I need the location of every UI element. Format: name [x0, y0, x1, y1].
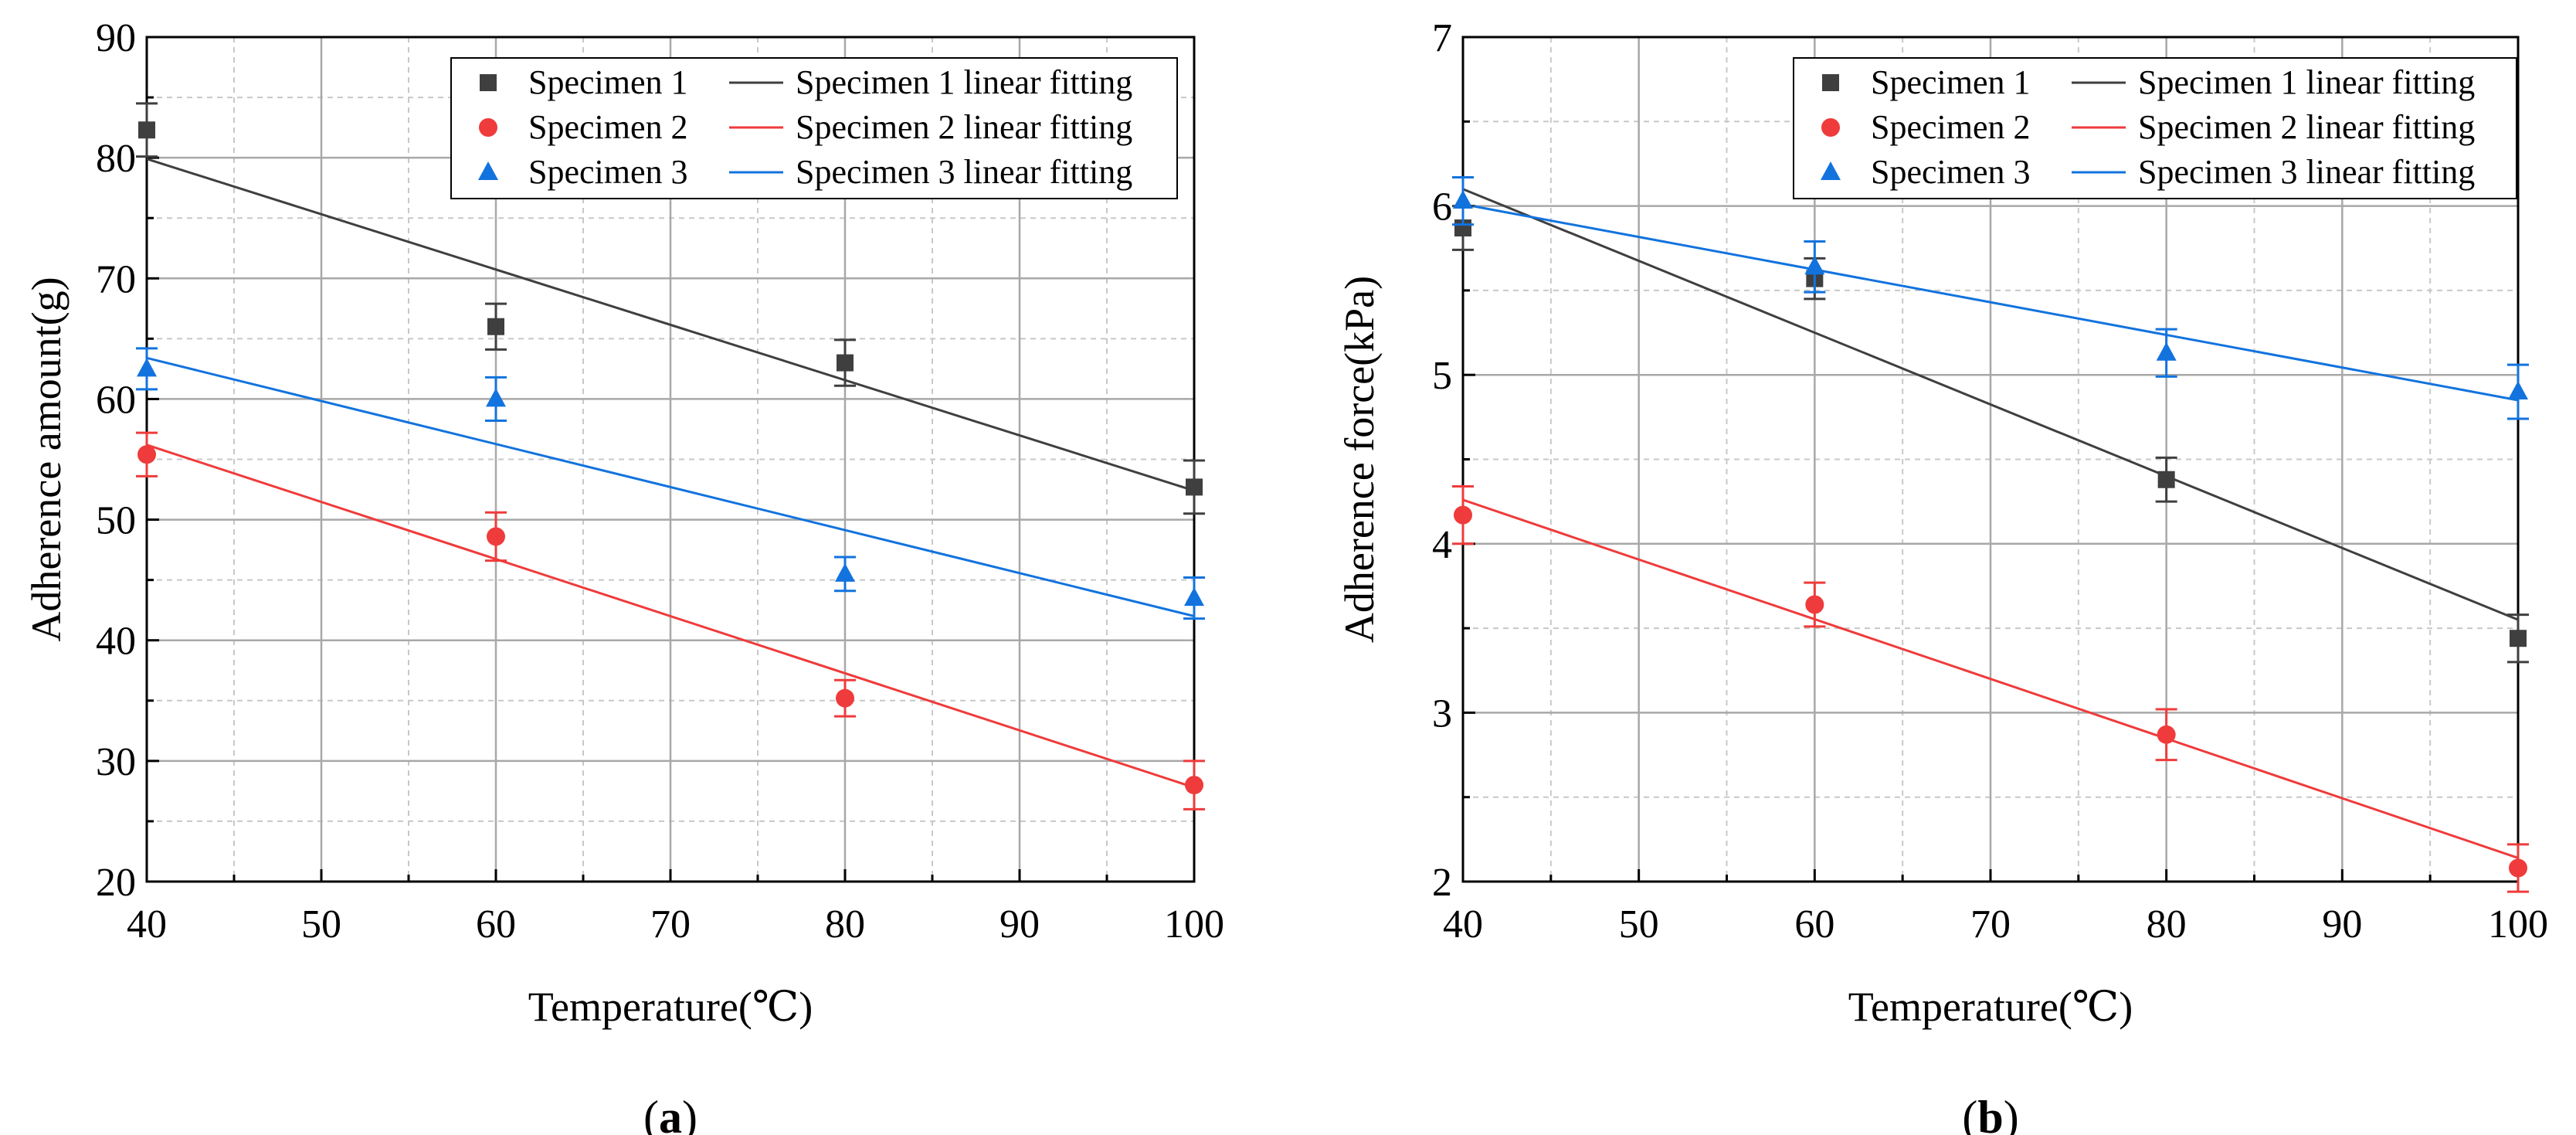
legend-label-specimen-1: Specimen 1 [528, 63, 688, 101]
data-point-specimen-3 [486, 388, 506, 407]
series-specimen-2 [136, 431, 1205, 810]
legend-marker-specimen-1 [1822, 74, 1839, 91]
data-point-specimen-3 [137, 358, 157, 377]
series-specimen-2 [1452, 484, 2529, 893]
y-tick-label: 5 [1432, 354, 1452, 398]
legend-label-specimen-3: Specimen 3 [528, 153, 688, 191]
chart-panel-b: 40 50 60 70 80 90 100 2 3 4 5 6 7 Temperature(℃) Adher… [1288, 0, 2576, 1135]
y-tick-label: 7 [1432, 16, 1452, 60]
x-tick-label: 70 [650, 902, 691, 946]
y-tick-label: 70 [96, 257, 136, 301]
panel-label-letter: a [659, 1092, 682, 1135]
y-axis-title: Adherence force(kPa) [1336, 276, 1383, 643]
x-axis-title: Temperature(℃) [1848, 984, 2133, 1030]
fit-line-specimen-1 [146, 158, 1195, 492]
legend-label-specimen-3: Specimen 3 [1871, 153, 2031, 191]
x-tick-label: 40 [127, 902, 167, 946]
y-tick-label: 80 [96, 137, 136, 181]
data-point-specimen-3 [1804, 256, 1825, 275]
y-tick-label: 3 [1432, 692, 1452, 736]
y-tick-label: 30 [96, 740, 136, 784]
x-axis-title: Temperature(℃) [528, 984, 813, 1030]
legend-label-specimen-1: Specimen 1 [1871, 63, 2031, 101]
panel-label: (b) [1962, 1092, 2018, 1135]
data-point-specimen-1 [2157, 471, 2175, 488]
legend-marker-specimen-3 [1821, 161, 1841, 180]
x-tick-label: 90 [1000, 902, 1040, 946]
x-tick-label: 80 [825, 902, 865, 946]
y-tick-label: 90 [96, 16, 136, 60]
y-axis-title: Adherence amount(g) [23, 277, 70, 641]
data-point-specimen-1 [138, 121, 155, 139]
x-tick-label: 100 [1164, 902, 1224, 946]
data-point-specimen-1 [2510, 630, 2527, 647]
series-specimen-3 [136, 347, 1205, 620]
legend-fit-label-specimen-3: Specimen 3 linear fitting [2138, 153, 2475, 191]
data-point-specimen-2 [1185, 776, 1203, 795]
y-tick-label: 40 [96, 620, 136, 664]
x-tick-label: 60 [476, 902, 516, 946]
data-point-specimen-1 [487, 318, 504, 335]
fit-line-specimen-3 [146, 356, 1195, 617]
chart-a-svg: 40 50 60 70 80 90 100 20 30 40 50 60 70 80 90 Temperatu… [23, 16, 1224, 1135]
fit-lines [1462, 188, 2519, 859]
data-point-specimen-3 [1453, 190, 1473, 209]
legend: Specimen 1 Specimen 1 linear fitting Speci… [1793, 57, 2517, 199]
legend: Specimen 1 Specimen 1 linear fitting Speci… [450, 57, 1178, 199]
x-tick-label: 50 [301, 902, 341, 946]
data-point-specimen-2 [137, 445, 156, 464]
data-point-specimen-3 [1184, 587, 1204, 607]
y-tick-label: 20 [96, 861, 136, 905]
data-point-specimen-2 [836, 688, 854, 708]
x-tick-label: 80 [2147, 902, 2187, 946]
y-tick-label: 50 [96, 499, 136, 543]
legend-marker-specimen-3 [478, 161, 498, 180]
data-point-specimen-2 [1454, 505, 1472, 525]
legend-label-specimen-2: Specimen 2 [1871, 108, 2031, 146]
legend-fit-label-specimen-1: Specimen 1 linear fitting [796, 63, 1132, 101]
legend-label-specimen-2: Specimen 2 [528, 108, 688, 146]
y-tick-label: 2 [1432, 861, 1452, 905]
data-point-specimen-3 [2508, 381, 2528, 400]
data-point-specimen-2 [487, 527, 505, 546]
legend-box [1793, 57, 2517, 199]
series-specimen-3 [1452, 175, 2529, 420]
legend-marker-specimen-2 [1821, 118, 1840, 137]
series-specimen-1 [136, 102, 1205, 515]
fit-line-specimen-2 [146, 443, 1195, 789]
x-tick-label: 40 [1443, 902, 1483, 946]
data-point-specimen-3 [835, 562, 855, 582]
data-point-specimen-3 [2156, 342, 2177, 361]
y-tick-label: 4 [1432, 523, 1452, 567]
legend-fit-label-specimen-2: Specimen 2 linear fitting [796, 108, 1132, 146]
legend-fit-label-specimen-2: Specimen 2 linear fitting [2138, 108, 2475, 146]
data-point-specimen-1 [837, 354, 854, 372]
legend-fit-label-specimen-3: Specimen 3 linear fitting [796, 153, 1132, 191]
fit-line-specimen-2 [1462, 498, 2519, 859]
y-tick-label: 60 [96, 378, 136, 422]
x-tick-label: 50 [1619, 902, 1659, 946]
panel-label: (a) [643, 1092, 697, 1135]
legend-box [450, 57, 1178, 199]
y-tick-label: 6 [1432, 185, 1452, 229]
axis-ticks [145, 36, 1196, 883]
legend-marker-specimen-1 [480, 74, 497, 91]
x-tick-label: 70 [1970, 902, 2011, 946]
x-tick-label: 60 [1794, 902, 1834, 946]
fit-lines [146, 158, 1195, 789]
fit-line-specimen-3 [1462, 202, 2519, 402]
chart-b-svg: 40 50 60 70 80 90 100 2 3 4 5 6 7 Temperature(℃) Adher… [1336, 16, 2548, 1135]
x-tick-label: 100 [2488, 902, 2548, 946]
data-point-specimen-2 [2509, 858, 2527, 878]
fit-line-specimen-1 [1462, 188, 2519, 621]
data-point-specimen-2 [2157, 725, 2176, 744]
data-point-specimen-1 [1186, 478, 1203, 496]
panel-label-letter: b [1977, 1092, 2003, 1135]
legend-marker-specimen-2 [479, 118, 497, 137]
x-tick-label: 90 [2322, 902, 2362, 946]
legend-fit-label-specimen-1: Specimen 1 linear fitting [2138, 63, 2475, 101]
data-point-specimen-2 [1805, 595, 1824, 614]
chart-panel-a: 40 50 60 70 80 90 100 20 30 40 50 60 70 80 90 Temperatu… [23, 16, 1224, 1135]
